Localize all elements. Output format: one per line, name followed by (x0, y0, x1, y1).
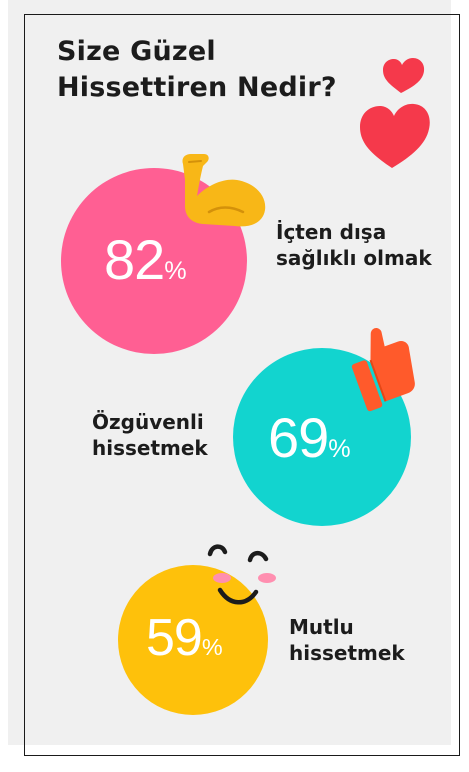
flexed-biceps-icon (182, 154, 266, 227)
label-ozguvenli-line-1: Özgüvenli (92, 410, 204, 434)
label-icten-disa-line-1: İçten dışa (276, 220, 387, 244)
value-59-unit: % (201, 634, 223, 660)
bubble-59 (118, 565, 268, 715)
smile-mouth-icon (217, 587, 259, 605)
value-82-number: 82 (104, 228, 165, 291)
label-ozguvenli: Özgüvenli hissetmek (92, 409, 208, 461)
label-icten-disa: İçten dışa sağlıklı olmak (276, 219, 432, 271)
label-mutlu-line-1: Mutlu (289, 615, 354, 639)
left-cheek-icon (213, 573, 231, 583)
smiling-face-icon (207, 544, 276, 605)
value-82-unit: % (164, 257, 187, 285)
left-eye-icon (207, 544, 228, 557)
chart-title-line-1: Size Güzel (57, 36, 216, 67)
thumbs-up-icon (351, 328, 415, 412)
large-heart-icon (360, 103, 430, 168)
right-cheek-icon (258, 573, 276, 583)
outline-frame (24, 14, 460, 756)
two-hearts-icon (360, 58, 430, 168)
small-heart-icon (383, 58, 425, 93)
chart-title-line-2: Hissettiren Nedir? (57, 72, 337, 103)
chart-title: Size Güzel Hissettiren Nedir? (57, 34, 337, 106)
label-mutlu-line-2: hissetmek (289, 641, 405, 665)
value-69-number: 69 (268, 406, 329, 469)
right-eye-icon (247, 550, 269, 563)
value-82: 82% (104, 232, 187, 288)
value-69: 69% (268, 410, 351, 466)
label-icten-disa-line-2: sağlıklı olmak (276, 246, 432, 270)
label-ozguvenli-line-2: hissetmek (92, 436, 208, 460)
value-69-unit: % (328, 435, 351, 463)
value-59-number: 59 (146, 609, 203, 667)
label-mutlu: Mutlu hissetmek (289, 614, 405, 666)
value-59: 59% (146, 612, 223, 664)
